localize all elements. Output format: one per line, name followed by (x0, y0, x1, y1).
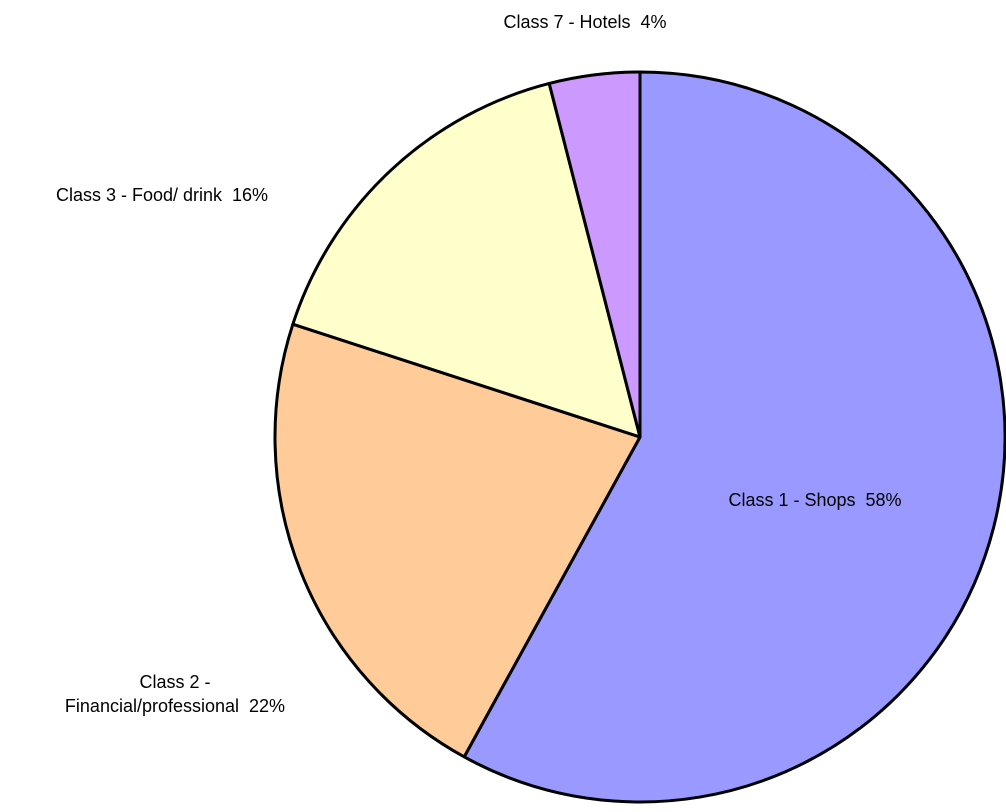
value-label: 16% (232, 185, 269, 205)
slice-label: Class 1 - Shops 58% (728, 488, 901, 512)
value-label: 58% (865, 490, 902, 510)
pie-slice (462, 70, 1006, 804)
category-name: Class 3 - Food/ drink (55, 185, 223, 205)
slice-label: Class 2 - Financial/professional 22% (50, 670, 300, 718)
slice-label: Class 7 - Hotels 4% (503, 10, 666, 34)
slice-label: Class 3 - Food/ drink 16% (56, 183, 268, 207)
category-name: Class 1 - Shops (728, 490, 856, 510)
category-name: Class 7 - Hotels (503, 12, 631, 32)
pie-slice (291, 81, 642, 439)
value-label: 22% (249, 696, 286, 716)
value-label: 4% (640, 12, 667, 32)
category-name: Class 2 - Financial/professional (64, 672, 240, 716)
pie-slice (273, 322, 642, 759)
pie-slice (547, 70, 642, 439)
